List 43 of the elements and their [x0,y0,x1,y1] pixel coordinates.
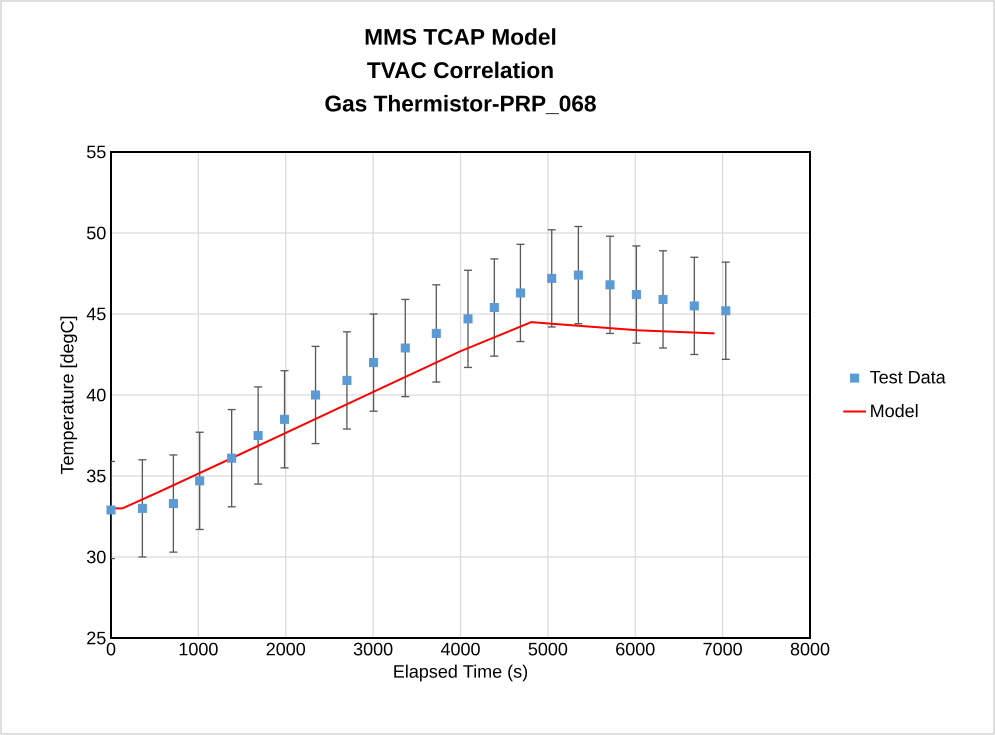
point [254,430,263,440]
x-tick-label: 3000 [354,642,392,656]
x-tick-label: 0 [106,642,116,656]
y-tick-label: 30 [86,550,106,564]
point [138,504,147,513]
point [463,314,473,324]
x-tick-label: 7000 [704,642,742,656]
point [690,301,699,310]
point [195,476,204,486]
x-tick-label: 1000 [180,642,218,656]
point [432,328,441,338]
point [400,343,410,353]
y-tick-label: 50 [86,226,106,240]
point [605,280,615,290]
x-tick-label: 8000 [790,642,830,656]
point [547,274,556,283]
y-tick-label: 40 [86,388,106,402]
chart-title: MMS TCAP Model TVAC Correlation Gas Thermistor-PRP_068 [325,28,596,114]
x-tick-label: 4000 [440,642,480,656]
point [574,270,583,280]
y-tick-label: 25 [87,632,106,644]
point [280,414,290,424]
x-tick-label: 2000 [266,642,306,656]
x-tick-label: 6000 [616,642,655,656]
point [490,302,499,312]
y-tick-label: 35 [86,470,106,482]
point [721,306,730,316]
point [342,376,352,385]
point [632,290,641,300]
legend-label: Model [871,404,918,418]
y-axis-title: Temperature [degC] [60,316,78,474]
point [369,358,378,368]
point [658,294,668,304]
point [516,288,525,298]
point [106,505,116,515]
y-tick-label: 45 [86,308,106,320]
legend-label: Test Data [870,370,946,384]
point [227,454,236,463]
x-axis-title: Elapsed Time (s) [394,664,528,682]
y-tick-label: 55 [86,146,106,158]
point [168,499,178,508]
point [311,390,320,400]
x-tick-label: 5000 [528,642,568,656]
